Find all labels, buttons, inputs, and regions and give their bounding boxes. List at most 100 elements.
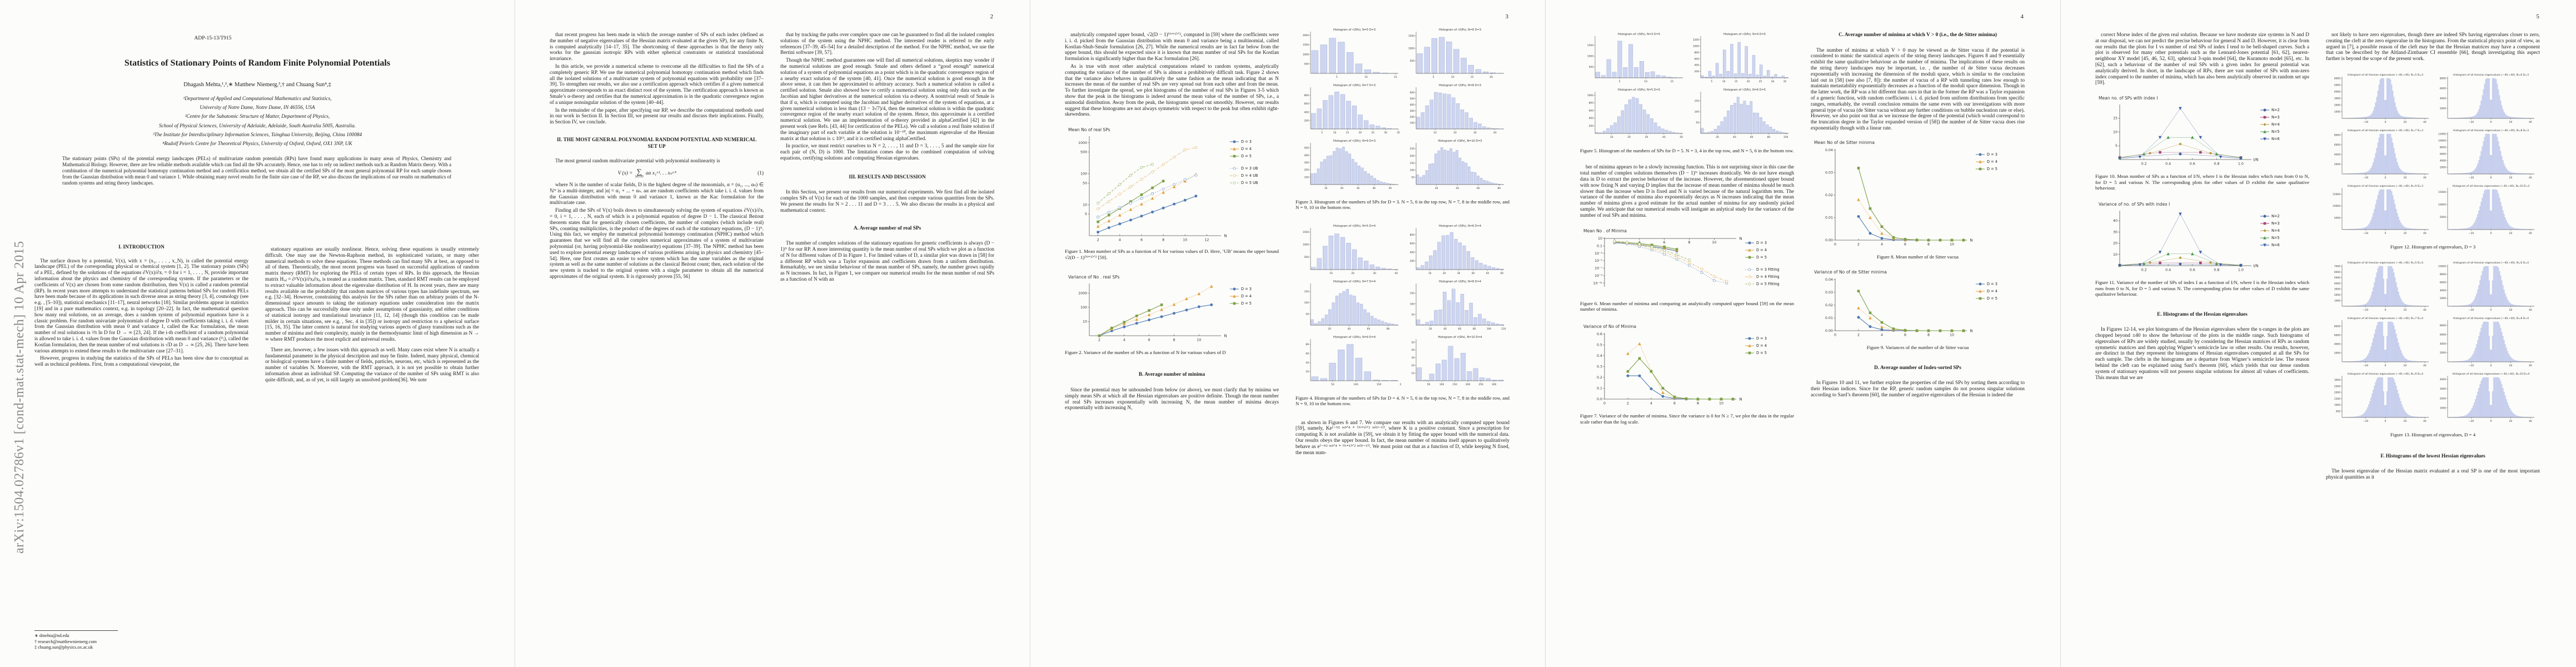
svg-text:2000: 2000 [2440,397,2446,401]
svg-text:20: 20 [1453,131,1457,135]
svg-text:30: 30 [1457,272,1461,275]
spacer [2326,238,2540,244]
affiliation-line: ²Centre for the Subatomic Structure of M… [185,114,330,120]
svg-text:50: 50 [1411,176,1414,180]
svg-text:2000: 2000 [2440,166,2446,170]
paragraph: In the remainder of the paper, after spe… [550,107,764,126]
svg-text:800: 800 [1304,94,1309,97]
svg-text:3000: 3000 [2334,379,2340,382]
paragraph: that by tracking the paths over complex … [780,32,994,56]
svg-text:100: 100 [1080,306,1087,310]
svg-text:0.3: 0.3 [1597,365,1602,369]
histogram-subplot: Histogram of ♯(SPs), N=5 D=5 200 400 600 800… [1587,88,1683,139]
svg-text:30: 30 [2113,231,2117,235]
svg-text:5: 5 [1085,212,1087,216]
svg-text:Histogram of ♯(SPs), N=5 D=3: Histogram of ♯(SPs), N=5 D=3 [1333,28,1376,32]
svg-text:Histogram of ♯(SPs), N=4 D=5: Histogram of ♯(SPs), N=4 D=5 [1723,33,1766,36]
svg-text:20: 20 [1359,131,1362,135]
svg-text:0: 0 [1603,402,1606,406]
svg-text:50: 50 [1411,341,1414,344]
svg-text:10: 10 [2113,253,2117,257]
svg-text:−20: −20 [2363,308,2368,312]
svg-text:Histogram of ♯(SPs), N=6 D=5: Histogram of ♯(SPs), N=6 D=5 [1723,88,1766,92]
svg-text:500: 500 [1080,151,1087,155]
spacer [2326,426,2540,432]
svg-text:3000: 3000 [2440,388,2446,391]
page-number: 2 [990,13,994,20]
svg-text:1000: 1000 [1587,55,1593,58]
svg-text:N=5: N=5 [2271,236,2280,241]
svg-text:4: 4 [1881,334,1883,337]
svg-text:N=4: N=4 [2271,122,2280,127]
figure-4-histograms-d4: Histogram of ♯(SPs), N=5 D=4 500 1000 1500 1… [1296,223,1509,390]
histogram-subplot: Histogram of ♯(SPs), N=8 D=3 100 200 300 400… [1410,84,1504,135]
svg-text:0: 0 [1834,242,1836,246]
svg-text:40: 40 [2529,176,2532,180]
paragraph: In practice, we must restrict ourselves … [780,143,994,161]
svg-text:5: 5 [1433,76,1434,79]
svg-text:2: 2 [1097,238,1099,242]
svg-text:1000: 1000 [1078,291,1087,295]
svg-text:5: 5 [2115,144,2117,148]
spacer [1065,355,1279,372]
svg-text:10: 10 [1433,131,1437,135]
svg-text:Histogram of all Hessian eigen: Histogram of all Hessian eigenvalues (−4… [2453,261,2529,265]
paragraph: analytically computed upper bound, √2(D … [1065,32,1279,62]
svg-text:2000: 2000 [2334,163,2340,166]
svg-text:1.0: 1.0 [2238,268,2244,272]
page3-column-2: Histogram of ♯(SPs), N=5 D=3 500 1000 1500 2… [1296,27,1509,457]
svg-text:0: 0 [2385,420,2386,423]
svg-text:30: 30 [1645,136,1648,139]
paragraph: In Figures 12-14, we plot histograms of … [2095,327,2309,381]
svg-text:4: 4 [1881,242,1883,246]
svg-text:Histogram of ♯(SPs), N=10 D=3: Histogram of ♯(SPs), N=10 D=3 [1438,140,1482,143]
svg-text:250: 250 [1410,147,1415,151]
svg-text:0: 0 [2490,121,2492,124]
spacer [1065,120,1279,127]
section-heading: D. Average number of Index-sorted SPs [1874,365,1961,371]
svg-text:2: 2 [1627,402,1629,406]
svg-text:20: 20 [1627,136,1631,139]
report-number: ADP-15-13/T915 [194,36,232,41]
svg-text:N=3: N=3 [2271,115,2280,120]
svg-text:Histogram of ♯(SPs), N=6 D=3: Histogram of ♯(SPs), N=6 D=3 [1439,28,1481,32]
spacer [1296,390,1509,395]
svg-text:60: 60 [1306,352,1309,355]
svg-text:12: 12 [1204,238,1209,242]
svg-text:10000: 10000 [2438,265,2446,268]
page-number: 5 [2536,13,2540,20]
figure-1-mean-real-sps: 1000 500 100 50 10 5 2 4 6 8 10 12 N D = 3 D = 4 D = 5 D… [1078,136,1258,242]
figure-title: Mean No of real SPs [1068,127,1110,133]
svg-text:0.03: 0.03 [1825,291,1833,295]
svg-text:20: 20 [2404,308,2407,312]
svg-text:D = 5: D = 5 [1241,154,1252,158]
paragraph: as shown in Figures 6 and 7. We compare … [1296,420,1509,456]
svg-text:N=6: N=6 [2271,137,2280,141]
page1-column-1: I. INTRODUCTION The surface drawn by a po… [34,245,248,659]
svg-text:12000: 12000 [2438,133,2446,136]
svg-text:10: 10 [1451,76,1454,79]
svg-text:10: 10 [1719,402,1723,406]
svg-text:40: 40 [2423,364,2426,367]
spacer [2095,168,2309,173]
svg-text:35: 35 [1397,131,1400,135]
paragraph: Since the potential may be unbounded fro… [1065,387,1279,411]
svg-text:40: 40 [2423,121,2426,124]
svg-text:Histogram of ♯(SPs), N=7 D=3: Histogram of ♯(SPs), N=7 D=3 [1333,84,1376,87]
section-heading: II. THE MOST GENERAL POLYNOMIAL RANDOM P… [556,137,757,150]
svg-text:Histogram of ♯(SPs), N=10 D=4: Histogram of ♯(SPs), N=10 D=4 [1438,336,1482,339]
spacer [2095,88,2309,96]
paragraph: stationary equations are usually nonline… [265,247,479,342]
svg-text:40: 40 [1394,272,1398,275]
spacer [2095,297,2309,312]
svg-text:0.04: 0.04 [1825,278,1833,282]
spacer [1580,312,1794,324]
svg-text:Histogram of all Hessian eigen: Histogram of all Hessian eigenvalues (−4… [2348,261,2423,265]
svg-text:400: 400 [1589,117,1594,120]
histogram-subplot: Histogram of ♯(SPs), N=9 D=4 20 40 60 80 50 10… [1306,336,1401,386]
svg-text:1500: 1500 [1587,44,1593,47]
figure-5-histograms-d5: Histogram of ♯(SPs), N=3 D=5 500 1000 1500 5… [1580,31,1794,142]
svg-text:30: 30 [1373,272,1376,275]
svg-text:0: 0 [2385,176,2386,180]
svg-text:2: 2 [1098,338,1100,342]
